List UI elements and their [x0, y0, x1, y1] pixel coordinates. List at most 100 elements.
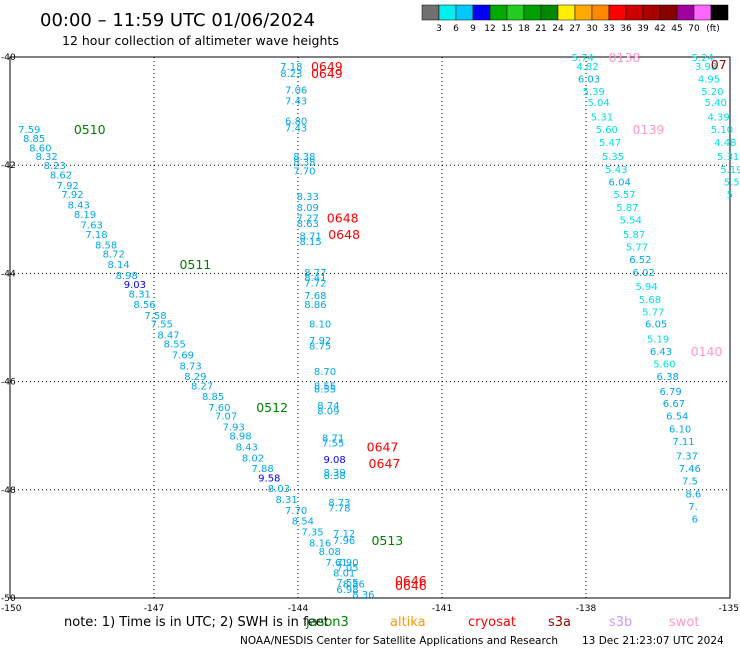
data-point-cryosat: 6.98 [336, 585, 358, 596]
data-point-swot: 4.82 [576, 62, 598, 73]
data-point-jason3: 7.69 [172, 351, 194, 362]
axis-tick-labels: -40 -42 -44 -46 -48 -50-150 -147 -144 -141 -138 -1… [1, 53, 739, 614]
data-point-cryosat: 8.86 [304, 300, 326, 311]
colorbar-label: 12 [484, 24, 495, 34]
y-tick-label: -42 [1, 161, 16, 171]
data-point-jason3: 8.62 [50, 170, 72, 181]
data-point-cryosat: 8.10 [309, 320, 331, 331]
pass-label: 0647 [367, 440, 399, 455]
x-tick-label: -138 [576, 604, 597, 614]
colorbar-swatch [540, 4, 559, 21]
data-point-swot: 7.37 [676, 452, 698, 463]
data-point-jason3: 7.92 [57, 181, 79, 192]
data-point-jason3: 8.72 [103, 249, 125, 260]
data-point-jason3: 7.93 [223, 423, 245, 434]
data-point-jason3: 8.60 [29, 143, 51, 154]
pass-label: 0648 [328, 227, 360, 242]
data-point-cryosat: 8.38 [323, 471, 345, 482]
data-point-cryosat: 7.43 [285, 96, 307, 107]
pass-label: 0510 [74, 122, 106, 137]
grid-lines [10, 57, 730, 598]
data-point-cryosat: 8.63 [297, 219, 319, 230]
data-point-jason3: 8.14 [107, 260, 129, 271]
data-point-cryosat: 8.74 [317, 401, 339, 412]
data-point-swot: 5.87 [623, 230, 645, 241]
data-point-jason3: 8.29 [184, 372, 206, 383]
data-point-swot: 5.74 [572, 53, 594, 64]
colorbar-swatch [455, 4, 474, 21]
colorbar-swatch [659, 4, 678, 21]
colorbar-swatch [557, 4, 576, 21]
data-point-jason3: 8.23 [44, 161, 66, 172]
data-point-jason3: 8.85 [202, 392, 224, 403]
data-point-swot: 7.11 [672, 437, 694, 448]
data-point-swot: 5.43 [605, 165, 627, 176]
data-point-swot: 5.87 [616, 203, 638, 214]
pass-label: 0649 [311, 59, 343, 74]
colorbar-swatch [608, 4, 627, 21]
colorbar-swatch [489, 4, 508, 21]
pass-label: 0647 [369, 456, 401, 471]
data-point-jason3: 8.31 [275, 495, 297, 506]
data-point-cryosat: 7.55 [336, 578, 358, 589]
data-point-s3a: 5.24 [692, 53, 714, 64]
colorbar-label: 36 [620, 24, 632, 34]
y-tick-label: -44 [1, 269, 16, 279]
pass-label: 0513 [371, 533, 403, 548]
data-point-s3a: 5.10 [711, 125, 733, 136]
colorbar-label: 21 [535, 24, 546, 34]
x-tick-label: -144 [288, 604, 309, 614]
y-tick-label: -46 [1, 378, 16, 388]
colorbar-label: 30 [586, 24, 598, 34]
colorbar-label: 9 [470, 24, 476, 34]
data-point-jason3: 8.03 [268, 484, 290, 495]
data-point-cryosat: 8.38 [293, 157, 315, 168]
data-point-cryosat: 7.90 [336, 558, 358, 569]
colorbar-swatch [693, 4, 712, 21]
colorbar-label: 33 [603, 24, 614, 34]
data-point-cryosat: 7.12 [333, 529, 355, 540]
data-point-swot: 5.35 [602, 152, 624, 163]
data-point-cryosat: 8.70 [314, 367, 336, 378]
data-point-jason3: 8.56 [133, 300, 155, 311]
data-point-cryosat: 7.43 [285, 123, 307, 134]
data-point-jason3: 8.73 [179, 361, 201, 372]
data-point-jason3: 7.70 [285, 506, 307, 517]
data-point-cryosat: 8.41 [304, 273, 326, 284]
data-point-jason3: 8.19 [74, 210, 96, 221]
colorbar-swatch [506, 4, 525, 21]
data-point-swot: 6.67 [663, 399, 685, 410]
colorbar-swatch [438, 4, 457, 21]
data-point-cryosat: 8.15 [299, 237, 321, 248]
footer-note: note: 1) Time is in UTC; 2) SWH is in fe… [64, 615, 329, 630]
colorbar-label: 39 [637, 24, 649, 34]
colorbar-swatch [676, 4, 695, 21]
data-point-jason3: 7.63 [81, 221, 103, 232]
data-point-cryosat: 6.80 [285, 116, 307, 127]
colorbar-label: 3 [436, 24, 442, 34]
colorbar-unit: (ft) [706, 24, 720, 34]
data-point-cryosat: 9.08 [323, 455, 345, 466]
data-point-cryosat: 8.73 [328, 498, 350, 509]
colorbar-label: 6 [453, 24, 459, 34]
data-point-s3a: 5.40 [705, 98, 727, 109]
data-point-cryosat: 8.09 [317, 406, 339, 417]
data-point-jason3: 8.36 [352, 590, 374, 601]
data-point-cryosat: 8.55 [314, 381, 336, 392]
data-point-swot: 6.79 [659, 387, 681, 398]
data-point-jason3: 8.27 [191, 381, 213, 392]
pass-label: 0648 [327, 211, 359, 226]
legend-item: s3a [548, 615, 571, 630]
data-point-cryosat: 7.96 [333, 536, 355, 547]
data-point-swot: 5.57 [613, 190, 635, 201]
data-point-cryosat: 7.92 [309, 336, 331, 347]
x-tick-label: -147 [144, 604, 164, 614]
data-point-jason3: 8.55 [164, 340, 186, 351]
colorbar-swatch [421, 4, 440, 21]
colorbar-label: 15 [501, 24, 512, 34]
data-point-swot: 5.77 [626, 242, 648, 253]
footer-timestamp: 13 Dec 21:23:07 UTC 2024 [582, 635, 724, 647]
colorbar-label: 18 [518, 24, 530, 34]
colorbar: 3 6 9 12 15 18 21 24 27 30 33 36 39 42 45 70 (ft) [421, 4, 729, 34]
